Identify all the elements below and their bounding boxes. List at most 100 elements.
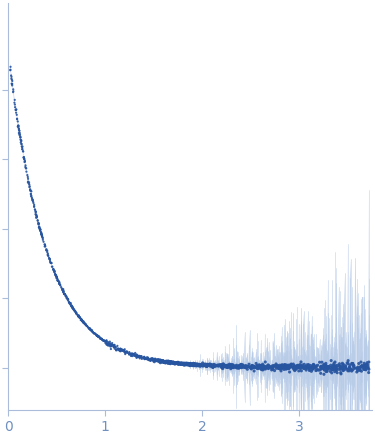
Point [194,361,200,368]
Point [345,360,351,367]
Point [13,106,19,113]
Point [220,363,226,370]
Point [117,346,123,353]
Point [260,361,266,368]
Point [228,362,234,369]
Point [291,363,297,370]
Point [220,361,226,368]
Point [219,364,225,371]
Point [350,363,356,370]
Point [224,362,230,369]
Point [154,357,160,364]
Point [234,364,240,371]
Point [71,307,77,314]
Point [264,364,270,371]
Point [194,362,200,369]
Point [124,348,130,355]
Point [87,325,93,332]
Point [265,361,271,368]
Point [291,363,297,370]
Point [350,360,355,367]
Point [100,337,106,344]
Point [204,361,210,368]
Point [177,360,183,367]
Point [150,355,156,362]
Point [142,355,148,362]
Point [70,304,76,311]
Point [362,364,368,371]
Point [313,362,319,369]
Point [227,363,233,370]
Point [142,356,148,363]
Point [25,179,31,186]
Point [343,364,349,371]
Point [189,362,195,369]
Point [174,360,180,367]
Point [356,360,362,367]
Point [304,364,310,371]
Point [232,364,238,371]
Point [318,364,324,371]
Point [50,266,56,273]
Point [62,291,68,298]
Point [39,231,45,238]
Point [128,350,134,357]
Point [56,280,62,287]
Point [28,188,34,195]
Point [173,360,179,367]
Point [83,321,89,328]
Point [36,225,42,232]
Point [20,146,26,153]
Point [359,362,365,369]
Point [170,360,176,367]
Point [284,364,290,371]
Point [262,364,268,371]
Point [187,361,193,368]
Point [181,361,187,368]
Point [250,363,256,370]
Point [187,361,193,368]
Point [40,236,46,243]
Point [37,224,43,231]
Point [126,350,132,357]
Point [46,256,53,263]
Point [33,211,39,218]
Point [291,363,297,370]
Point [222,362,228,369]
Point [253,364,259,371]
Point [218,362,224,369]
Point [79,316,85,323]
Point [310,363,316,370]
Point [45,250,51,257]
Point [126,349,132,356]
Point [53,273,59,280]
Point [131,351,137,358]
Point [310,364,316,371]
Point [61,290,67,297]
Point [225,364,231,371]
Point [196,362,202,369]
Point [112,343,118,350]
Point [88,326,94,333]
Point [249,362,255,369]
Point [231,363,237,370]
Point [73,309,79,316]
Point [310,362,316,369]
Point [234,362,240,369]
Point [82,320,88,327]
Point [79,317,85,324]
Point [219,363,225,370]
Point [117,345,123,352]
Point [127,350,133,357]
Point [206,361,212,368]
Point [298,364,304,371]
Point [104,341,110,348]
Point [53,273,59,280]
Point [44,249,50,256]
Point [51,268,57,275]
Point [81,320,87,327]
Point [325,364,331,371]
Point [32,206,38,213]
Point [340,364,346,371]
Point [283,365,289,372]
